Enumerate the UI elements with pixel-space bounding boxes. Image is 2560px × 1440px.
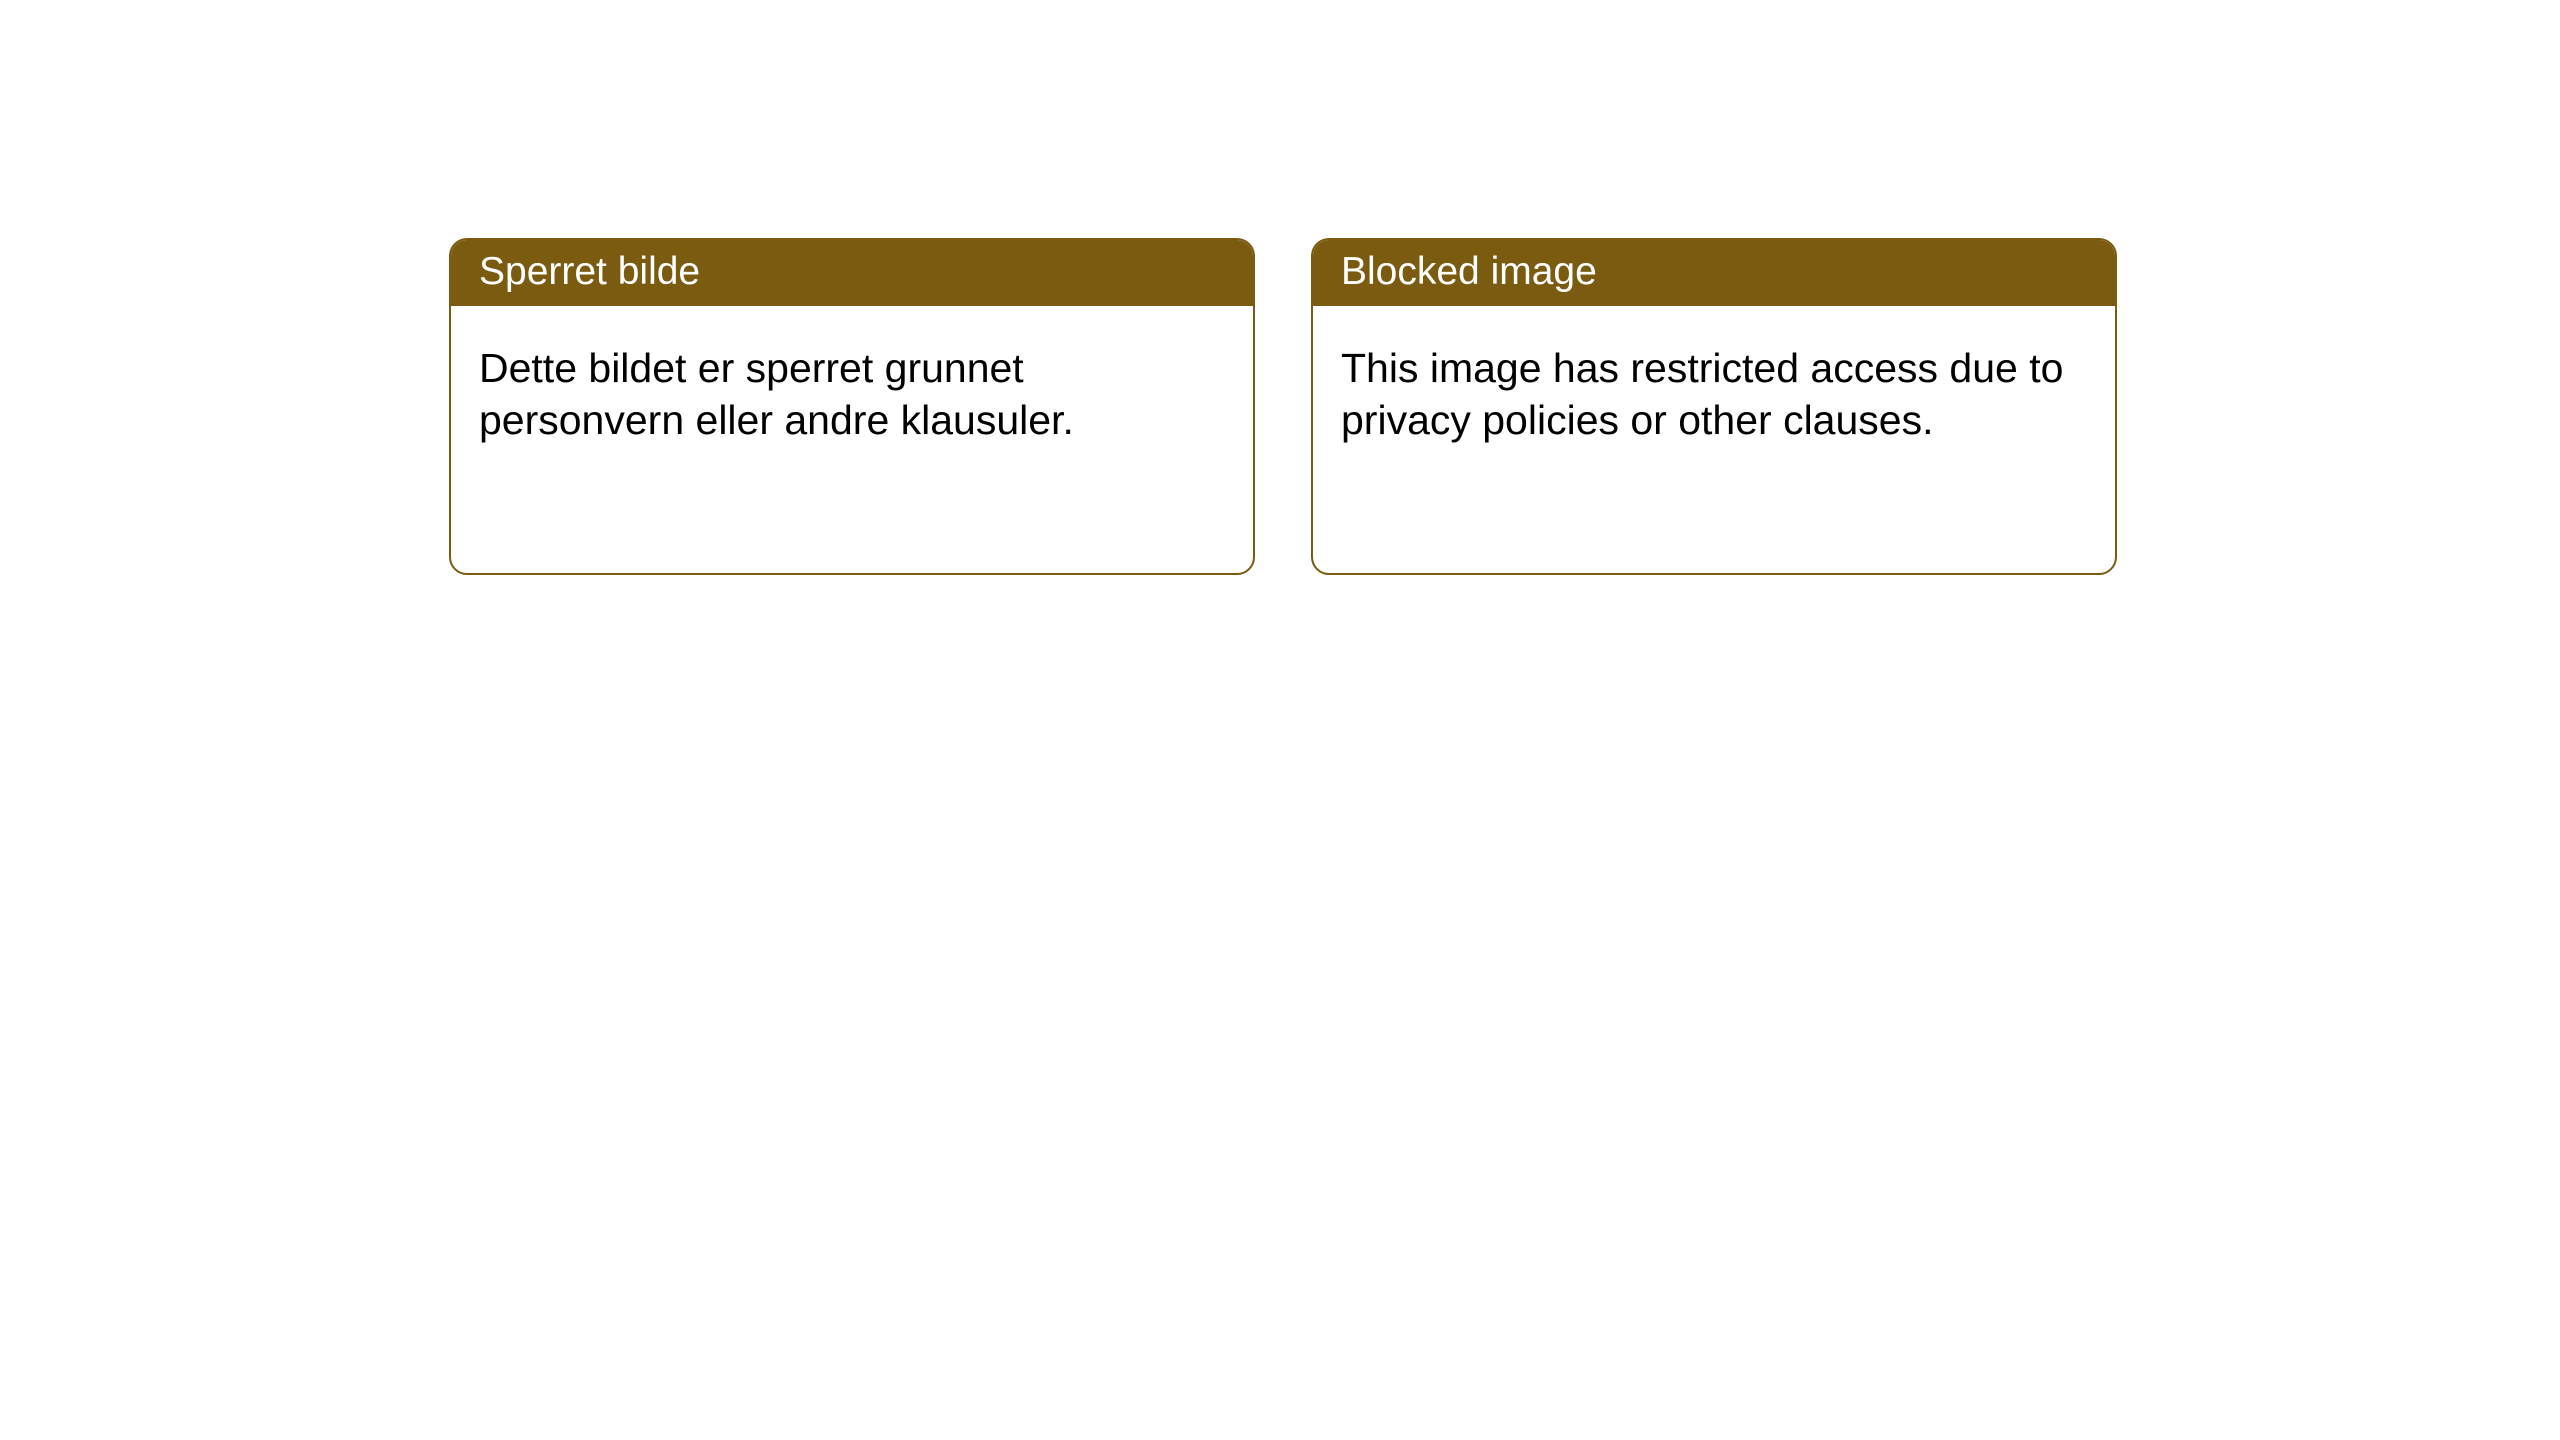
card-header: Blocked image (1313, 240, 2115, 306)
blocked-image-card-no: Sperret bilde Dette bildet er sperret gr… (449, 238, 1255, 575)
cards-container: Sperret bilde Dette bildet er sperret gr… (0, 0, 2560, 575)
card-title: Sperret bilde (479, 250, 700, 293)
card-header: Sperret bilde (451, 240, 1253, 306)
card-body: This image has restricted access due to … (1313, 306, 2115, 474)
card-title: Blocked image (1341, 250, 1597, 293)
card-body: Dette bildet er sperret grunnet personve… (451, 306, 1253, 474)
card-message: Dette bildet er sperret grunnet personve… (479, 345, 1074, 443)
card-message: This image has restricted access due to … (1341, 345, 2063, 443)
blocked-image-card-en: Blocked image This image has restricted … (1311, 238, 2117, 575)
